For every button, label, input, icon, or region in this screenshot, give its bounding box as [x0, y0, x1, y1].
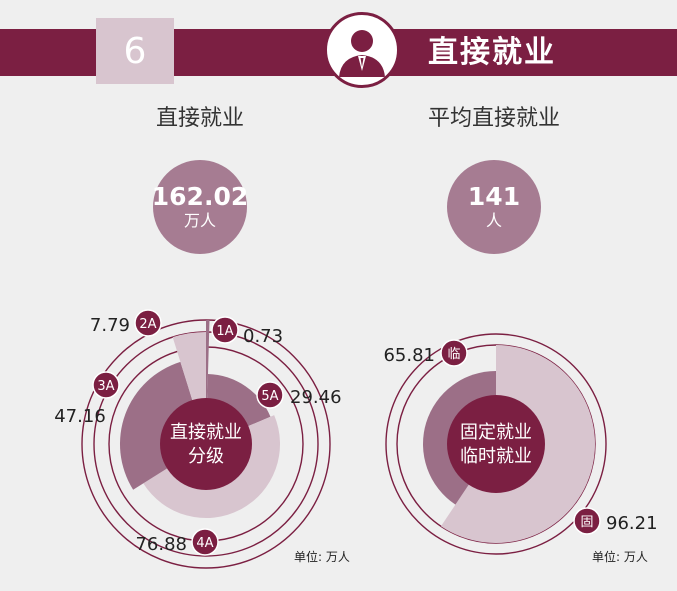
- stat-unit-average: 人: [485, 211, 502, 230]
- stat-circle-direct: 162.02 万人: [151, 160, 249, 254]
- value-label: 96.21: [606, 513, 658, 534]
- badge-label: 3A: [97, 379, 114, 394]
- stat-unit-direct: 万人: [183, 211, 216, 230]
- badge-5A: [256, 381, 284, 409]
- center-circle: [447, 395, 545, 493]
- badge-4A: [191, 528, 219, 556]
- badge-label: 4A: [196, 536, 213, 551]
- unit-note-fixed: 单位: 万人: [592, 550, 648, 564]
- unit-note-grade: 单位: 万人: [294, 550, 350, 564]
- stat-label-direct: 直接就业: [155, 106, 244, 131]
- value-label: 7.79: [90, 315, 130, 336]
- value-label: 76.88: [135, 534, 187, 555]
- badge-临: [440, 339, 468, 367]
- value-label: 29.46: [290, 387, 342, 408]
- badge-label: 临: [447, 347, 460, 362]
- badge-2A: [134, 309, 162, 337]
- person-icon: [324, 12, 400, 88]
- header-title: 直接就业: [428, 35, 556, 70]
- center-label: 直接就业: [170, 422, 242, 443]
- stat-circle-average: 141 人: [447, 160, 541, 254]
- center-label: 临时就业: [460, 446, 532, 467]
- center-label: 分级: [188, 446, 224, 467]
- badge-1A: [211, 316, 239, 344]
- badge-label: 2A: [139, 317, 156, 332]
- center-circle: [160, 398, 252, 490]
- section-number: 6: [96, 18, 174, 84]
- guide-ring: [385, 333, 607, 555]
- badge-固: [573, 507, 601, 535]
- badge-label: 固: [580, 515, 593, 530]
- stat-value-direct: 162.02: [151, 182, 249, 211]
- value-label: 65.81: [383, 345, 435, 366]
- badge-label: 1A: [216, 324, 233, 339]
- badge-3A: [92, 371, 120, 399]
- badge-label: 5A: [261, 389, 278, 404]
- stat-label-average: 平均直接就业: [427, 106, 560, 131]
- value-label: 0.73: [243, 326, 283, 347]
- value-label: 47.16: [54, 406, 106, 427]
- center-label: 固定就业: [460, 422, 532, 443]
- pie-slice-3A: [119, 361, 206, 490]
- stat-value-average: 141: [467, 182, 521, 211]
